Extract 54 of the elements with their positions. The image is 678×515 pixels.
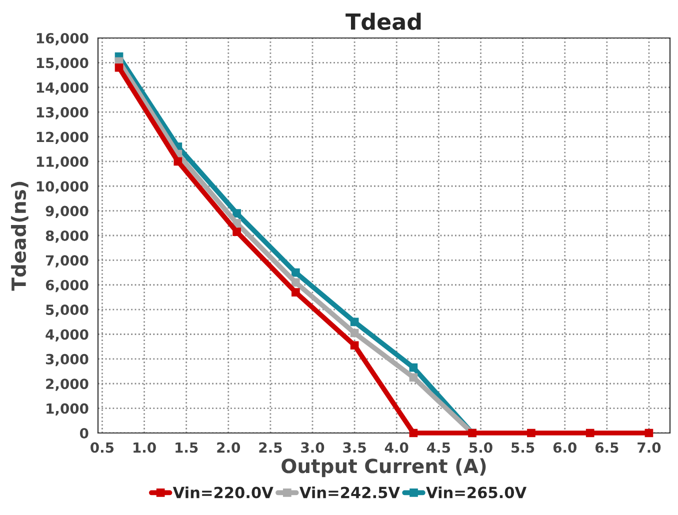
point <box>644 428 654 438</box>
y-tick-label: 12,000 <box>36 132 88 144</box>
y-tick-label: 1,000 <box>46 403 88 416</box>
y-tick-label: 10,000 <box>36 181 88 194</box>
y-tick-label: 8,000 <box>46 230 88 243</box>
y-tick-label: 6,000 <box>46 280 88 292</box>
point <box>232 228 241 236</box>
point <box>350 341 359 350</box>
x-axis-title: Output Current (A) <box>282 458 486 478</box>
point <box>409 363 418 372</box>
y-tick-label: 4,000 <box>46 329 88 342</box>
y-tick-label: 2,000 <box>46 378 88 391</box>
point <box>292 278 300 287</box>
point <box>527 428 536 438</box>
x-tick-label: 5.5 <box>512 442 534 453</box>
chart-title: Tdead <box>346 12 421 30</box>
point <box>409 373 418 382</box>
x-tick-label: 1.5 <box>176 442 198 453</box>
x-tick-label: 0.5 <box>90 442 114 453</box>
x-tick-label: 5.0 <box>470 442 492 453</box>
point <box>232 209 241 218</box>
y-tick-label: 15,000 <box>36 58 88 70</box>
x-tick-label: 4.0 <box>384 442 408 453</box>
y-tick-label: 5,000 <box>46 304 88 317</box>
point <box>232 218 241 228</box>
y-tick-label: 11,000 <box>36 156 88 169</box>
y-tick-label: 13,000 <box>36 107 88 120</box>
y-axis-title: Tdead(ns) <box>11 182 28 291</box>
point <box>409 428 418 438</box>
legend-label: Vin=265.0V <box>426 486 527 498</box>
point <box>586 428 594 438</box>
x-tick-label: 3.5 <box>343 442 366 453</box>
y-tick-label: 14,000 <box>36 82 88 95</box>
y-tick-label: 16,000 <box>36 32 88 46</box>
point <box>114 63 124 72</box>
point <box>174 157 182 166</box>
x-tick-label: 2.5 <box>259 442 282 453</box>
legend-label: Vin=220.0V <box>172 486 274 498</box>
x-tick-label: 6.5 <box>595 442 618 453</box>
y-tick-label: 9,000 <box>46 206 88 218</box>
y-tick-label: 3,000 <box>46 354 88 366</box>
x-tick-label: 2.0 <box>217 442 240 453</box>
y-tick-label: 0 <box>80 428 88 438</box>
y-tick-label: 7,000 <box>46 255 88 268</box>
x-tick-label: 7.0 <box>638 442 661 453</box>
legend-label: Vin=242.5V <box>299 486 400 498</box>
x-tick-label: 6.0 <box>553 442 576 453</box>
x-tick-label: 1.0 <box>134 442 156 453</box>
point <box>292 288 300 296</box>
point <box>350 318 359 326</box>
x-tick-label: 3.0 <box>301 442 324 453</box>
point <box>292 268 300 277</box>
x-tick-label: 4.5 <box>427 442 450 453</box>
point <box>350 328 359 338</box>
